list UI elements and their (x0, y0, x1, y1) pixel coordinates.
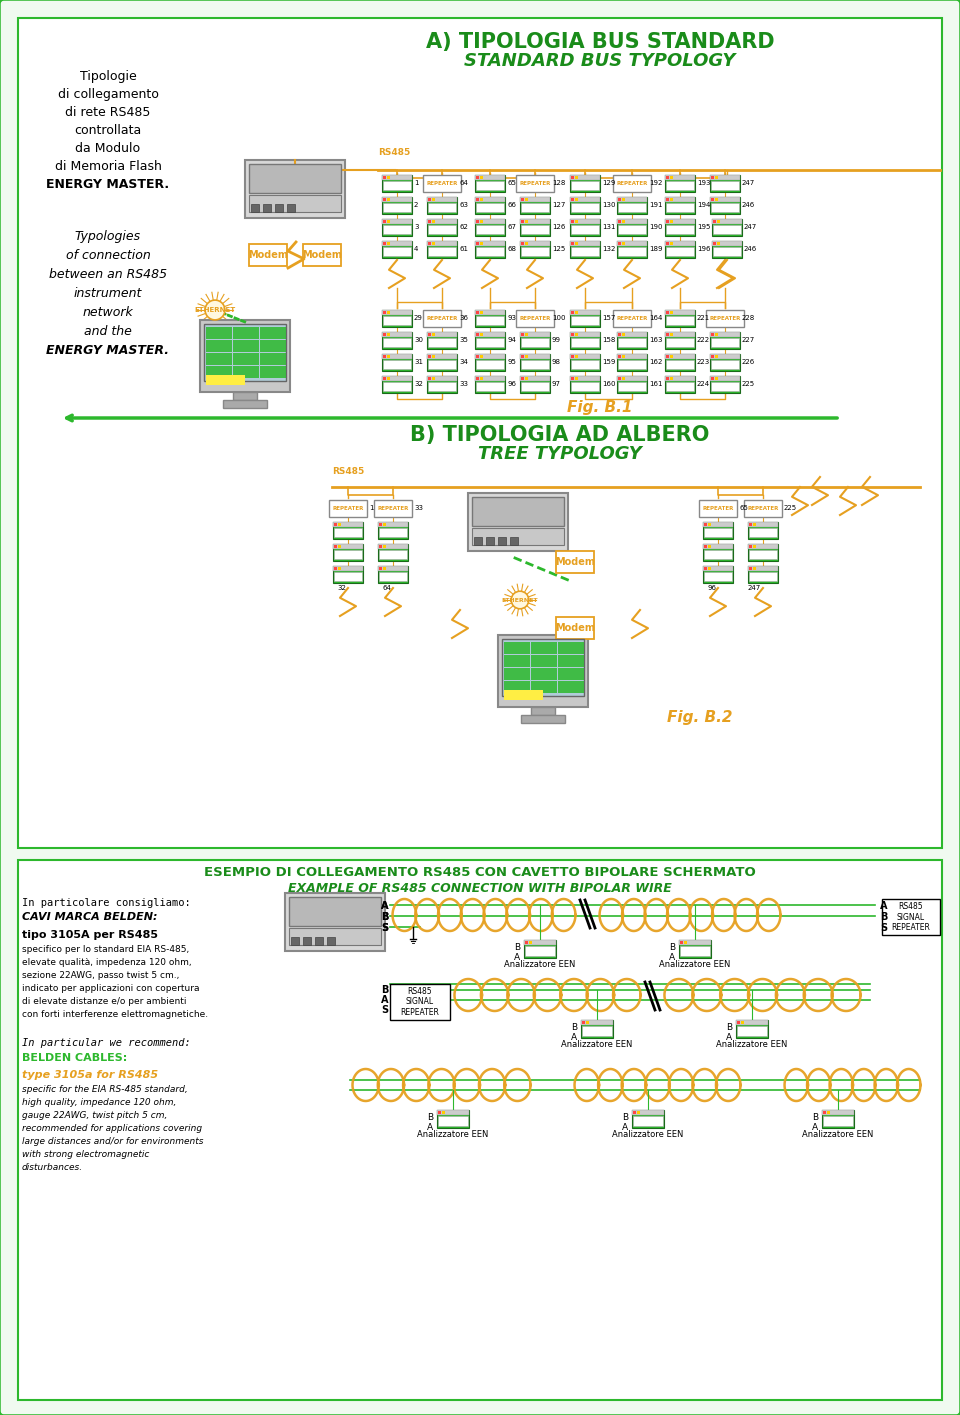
Bar (708, 567, 711, 570)
FancyBboxPatch shape (428, 225, 456, 233)
Bar (387, 355, 390, 358)
Bar (334, 524, 337, 526)
Text: Analizzatore EEN: Analizzatore EEN (716, 1040, 788, 1049)
FancyBboxPatch shape (665, 219, 695, 236)
FancyBboxPatch shape (382, 197, 412, 214)
Text: STANDARD BUS TYPOLOGY: STANDARD BUS TYPOLOGY (465, 52, 735, 69)
FancyBboxPatch shape (711, 202, 739, 212)
FancyBboxPatch shape (617, 219, 647, 236)
Bar (827, 1111, 830, 1114)
FancyBboxPatch shape (665, 241, 695, 258)
Text: Tipologie: Tipologie (80, 69, 136, 83)
FancyBboxPatch shape (665, 376, 695, 381)
FancyBboxPatch shape (427, 354, 457, 359)
Text: 33: 33 (414, 505, 423, 511)
FancyBboxPatch shape (516, 310, 554, 327)
Text: CAVI MARCA BELDEN:: CAVI MARCA BELDEN: (22, 913, 157, 923)
Text: between an RS485: between an RS485 (49, 267, 167, 282)
Bar (666, 242, 669, 245)
Bar (387, 219, 390, 224)
Bar (251, 204, 259, 212)
FancyBboxPatch shape (665, 333, 695, 350)
Circle shape (511, 591, 529, 608)
FancyBboxPatch shape (476, 382, 504, 391)
Bar (387, 311, 390, 314)
FancyBboxPatch shape (303, 243, 341, 266)
Text: TREE TYPOLOGY: TREE TYPOLOGY (478, 444, 642, 463)
FancyBboxPatch shape (524, 940, 556, 958)
FancyBboxPatch shape (571, 316, 599, 325)
Bar (476, 175, 479, 180)
Text: Modem: Modem (302, 250, 342, 260)
Text: RS485: RS485 (332, 467, 364, 475)
Bar (622, 355, 625, 358)
Text: S: S (880, 923, 887, 932)
Bar (531, 681, 557, 693)
Bar (704, 567, 707, 570)
FancyBboxPatch shape (475, 376, 505, 381)
Text: 226: 226 (742, 359, 756, 365)
Text: B: B (669, 944, 675, 952)
Text: di rete RS485: di rete RS485 (65, 106, 151, 119)
FancyBboxPatch shape (475, 333, 505, 350)
Text: In particular we recommend:: In particular we recommend: (22, 1039, 191, 1049)
Bar (504, 668, 530, 681)
Text: 31: 31 (414, 359, 423, 365)
Text: 34: 34 (459, 359, 468, 365)
FancyBboxPatch shape (617, 354, 647, 371)
FancyBboxPatch shape (617, 219, 647, 224)
Bar (432, 333, 435, 335)
FancyBboxPatch shape (617, 333, 647, 350)
Bar (558, 681, 584, 693)
Bar (670, 219, 673, 224)
FancyBboxPatch shape (333, 522, 363, 539)
Text: A: A (669, 952, 675, 962)
FancyBboxPatch shape (703, 543, 733, 549)
Text: 32: 32 (337, 584, 346, 591)
Bar (753, 524, 756, 526)
FancyBboxPatch shape (666, 338, 694, 347)
FancyBboxPatch shape (18, 18, 942, 848)
Text: 35: 35 (459, 337, 468, 342)
FancyBboxPatch shape (378, 543, 408, 560)
Bar (622, 242, 625, 245)
FancyBboxPatch shape (475, 310, 505, 316)
FancyBboxPatch shape (748, 543, 778, 549)
Text: A: A (812, 1122, 818, 1132)
Text: 247: 247 (742, 180, 756, 185)
FancyBboxPatch shape (680, 947, 710, 957)
FancyBboxPatch shape (334, 572, 362, 582)
FancyBboxPatch shape (382, 310, 412, 327)
Bar (823, 1111, 826, 1114)
Text: REPEATER: REPEATER (616, 316, 648, 321)
Text: A: A (622, 1122, 628, 1132)
FancyBboxPatch shape (383, 181, 411, 190)
FancyBboxPatch shape (748, 522, 778, 539)
FancyBboxPatch shape (427, 219, 457, 224)
Bar (263, 204, 271, 212)
FancyBboxPatch shape (713, 225, 741, 233)
FancyBboxPatch shape (617, 376, 647, 381)
FancyBboxPatch shape (666, 316, 694, 325)
Text: A: A (514, 952, 520, 962)
Bar (586, 1022, 589, 1024)
FancyBboxPatch shape (666, 225, 694, 233)
FancyBboxPatch shape (289, 897, 381, 925)
Bar (525, 198, 528, 201)
Text: 223: 223 (697, 359, 710, 365)
Bar (575, 198, 578, 201)
FancyBboxPatch shape (617, 241, 647, 246)
Bar (715, 376, 718, 381)
Bar (428, 376, 431, 381)
FancyBboxPatch shape (383, 382, 411, 391)
Bar (575, 311, 578, 314)
FancyBboxPatch shape (570, 219, 600, 236)
Text: disturbances.: disturbances. (22, 1163, 84, 1172)
FancyBboxPatch shape (711, 338, 739, 347)
Text: 61: 61 (459, 246, 468, 252)
Text: B: B (380, 913, 388, 923)
FancyBboxPatch shape (475, 175, 505, 192)
FancyBboxPatch shape (427, 376, 457, 381)
FancyBboxPatch shape (570, 376, 600, 381)
